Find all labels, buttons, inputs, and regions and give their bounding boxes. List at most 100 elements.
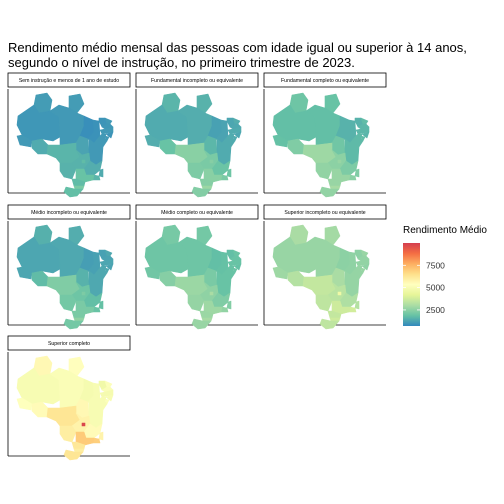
state-rs (319, 318, 340, 330)
facet-panel: Superior completo (7, 335, 131, 461)
brazil-map (16, 92, 114, 198)
state-pb (101, 255, 114, 262)
facet-strip (7, 204, 131, 220)
state-ms (187, 294, 205, 312)
state-ms (59, 162, 77, 180)
facet-strip (263, 72, 387, 88)
chart-title-line-1: Rendimento médio mensal das pessoas com … (8, 40, 467, 55)
state-al (105, 263, 114, 271)
state-pe (355, 258, 370, 267)
state-es (354, 300, 360, 310)
state-am (16, 367, 61, 405)
state-mt (174, 274, 209, 296)
state-ap (68, 356, 85, 377)
state-pb (357, 255, 370, 262)
state-am (16, 236, 61, 274)
state-ac (144, 134, 161, 148)
state-df (209, 159, 214, 164)
state-se (104, 398, 110, 405)
state-pr (199, 310, 214, 319)
state-pe (99, 389, 114, 398)
state-ap (68, 93, 85, 114)
state-ac (16, 397, 33, 411)
state-am (272, 236, 317, 274)
state-pb (229, 123, 242, 130)
facet-strip (135, 72, 259, 88)
state-df (81, 422, 86, 427)
facet-strip-label: Fundamental completo ou equivalente (281, 78, 369, 84)
state-ap (196, 93, 213, 114)
state-am (144, 104, 189, 142)
brazil-map (16, 355, 114, 461)
state-rs (191, 186, 212, 198)
state-ro (31, 401, 49, 418)
facet-panel: Fundamental completo ou equivalente (263, 72, 387, 198)
state-rs (191, 318, 212, 330)
state-pb (101, 123, 114, 130)
state-am (16, 104, 61, 142)
state-rs (63, 449, 84, 461)
facet-panel: Fundamental incompleto ou equivalente (135, 72, 259, 198)
state-mt (46, 142, 81, 164)
state-al (361, 131, 370, 139)
state-ro (31, 270, 49, 287)
state-sc (73, 185, 85, 190)
state-df (81, 159, 86, 164)
state-am (144, 236, 189, 274)
state-ms (315, 294, 333, 312)
state-pr (71, 178, 86, 187)
brazil-map (144, 224, 242, 330)
state-ac (16, 134, 33, 148)
state-mt (302, 274, 337, 296)
state-pr (71, 441, 86, 450)
state-mt (174, 142, 209, 164)
state-ms (187, 162, 205, 180)
facet-strip-label: Superior incompleto ou equivalente (284, 210, 365, 216)
state-df (337, 159, 342, 164)
state-es (98, 300, 104, 310)
state-es (226, 300, 232, 310)
state-am (272, 104, 317, 142)
state-es (226, 168, 232, 178)
state-pr (199, 178, 214, 187)
legend-tick-label: 7500 (426, 260, 445, 270)
state-ap (324, 93, 341, 114)
state-pb (229, 255, 242, 262)
state-al (233, 131, 242, 139)
state-pe (99, 126, 114, 135)
state-se (104, 135, 110, 142)
state-ms (59, 425, 77, 443)
facet-strip-label: Médio completo ou equivalente (161, 210, 233, 216)
facet-panel: Sem instrução e menos de 1 ano de estudo (7, 72, 131, 198)
state-ap (324, 225, 341, 246)
state-sc (329, 185, 341, 190)
state-se (360, 267, 366, 274)
facet-panel: Superior incompleto ou equivalente (263, 204, 387, 330)
state-sc (73, 317, 85, 322)
state-pe (355, 126, 370, 135)
state-pb (101, 386, 114, 393)
state-ro (31, 138, 49, 155)
state-mt (46, 405, 81, 427)
facet-strip (263, 204, 387, 220)
brazil-map (16, 224, 114, 330)
state-rs (63, 186, 84, 198)
state-ac (272, 266, 289, 280)
state-df (337, 291, 342, 296)
state-pe (99, 258, 114, 267)
state-se (104, 267, 110, 274)
state-se (232, 135, 238, 142)
state-sc (329, 317, 341, 322)
state-se (232, 267, 238, 274)
brazil-map (272, 92, 370, 198)
state-es (98, 431, 104, 441)
facet-strip-label: Superior completo (48, 341, 90, 347)
state-ac (16, 266, 33, 280)
state-sc (201, 185, 213, 190)
state-ms (59, 294, 77, 312)
state-ro (287, 138, 305, 155)
state-ac (272, 134, 289, 148)
facet-strip-label: Médio incompleto ou equivalente (31, 210, 107, 216)
state-ac (144, 266, 161, 280)
